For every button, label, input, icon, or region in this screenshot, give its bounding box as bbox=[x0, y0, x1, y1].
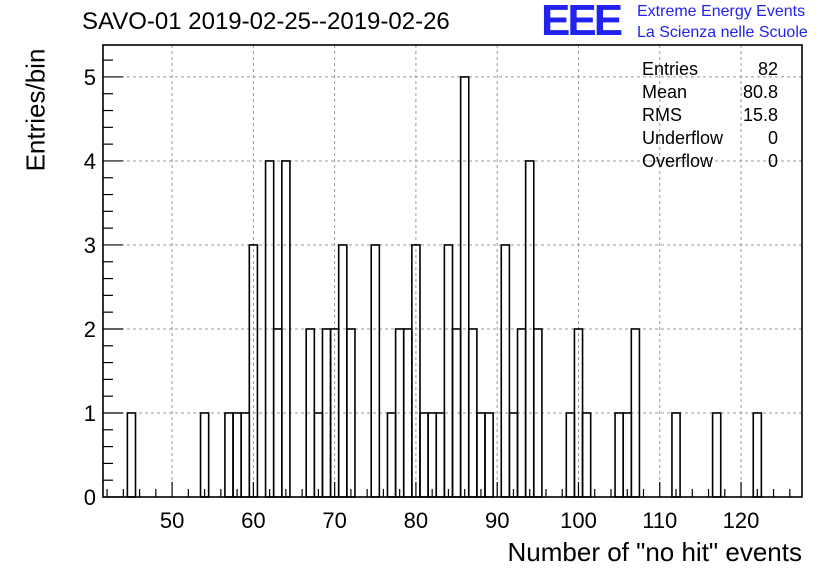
histogram-bar bbox=[427, 412, 438, 498]
histogram-bar bbox=[199, 412, 210, 498]
x-tick-label: 100 bbox=[560, 508, 597, 533]
histogram-bar bbox=[565, 412, 576, 498]
y-tick-label: 1 bbox=[84, 401, 96, 426]
stat-label-underflow: Underflow bbox=[642, 128, 724, 148]
x-tick-label: 60 bbox=[241, 508, 265, 533]
histogram-bar bbox=[419, 412, 429, 498]
x-tick-label: 70 bbox=[322, 508, 346, 533]
x-tick-label: 80 bbox=[404, 508, 428, 533]
histogram-bar bbox=[435, 412, 446, 498]
logo-line2: La Scienza nelle Scuole bbox=[637, 24, 808, 41]
stat-label-rms: RMS bbox=[642, 105, 682, 125]
histogram-bar bbox=[622, 412, 633, 498]
x-axis-label: Number of "no hit" events bbox=[507, 537, 803, 567]
histogram-bar bbox=[671, 412, 681, 498]
stat-value-entries: 82 bbox=[757, 59, 778, 79]
x-tick-label: 120 bbox=[723, 508, 760, 533]
histogram-bar bbox=[224, 412, 234, 498]
x-tick-label: 110 bbox=[642, 508, 677, 533]
stat-label-overflow: Overflow bbox=[642, 151, 714, 171]
stat-label-entries: Entries bbox=[642, 59, 699, 79]
histogram-bar bbox=[386, 412, 397, 498]
histogram-bar bbox=[500, 244, 511, 498]
stat-value-underflow: 0 bbox=[767, 128, 778, 148]
histogram-bar bbox=[126, 412, 137, 498]
histogram-bar bbox=[313, 412, 324, 498]
y-tick-label: 3 bbox=[84, 233, 96, 258]
histogram-bar bbox=[484, 412, 494, 498]
stat-value-overflow: 0 bbox=[767, 151, 778, 171]
histogram-bar bbox=[240, 412, 251, 498]
histogram-bar bbox=[752, 412, 763, 498]
logo-letters: EEE bbox=[541, 0, 623, 45]
plot-frame bbox=[102, 44, 803, 498]
stat-label-mean: Mean bbox=[642, 82, 688, 102]
y-tick-label: 5 bbox=[84, 65, 96, 90]
x-tick-label: 90 bbox=[485, 508, 509, 533]
histogram-bar bbox=[508, 412, 519, 498]
y-tick-label: 2 bbox=[84, 317, 96, 342]
histogram-bar bbox=[476, 412, 486, 498]
stat-value-rms: 15.8 bbox=[742, 105, 778, 125]
stat-value-mean: 80.8 bbox=[742, 82, 778, 102]
y-tick-label: 0 bbox=[84, 485, 96, 510]
histogram-bar bbox=[443, 244, 454, 498]
histogram-bar bbox=[711, 412, 722, 498]
histogram-bar bbox=[232, 412, 242, 498]
histogram-bar bbox=[581, 412, 592, 498]
y-tick-label: 4 bbox=[84, 149, 96, 174]
logo-line1: Extreme Energy Events bbox=[637, 3, 806, 20]
histogram-bar bbox=[370, 244, 381, 498]
histogram-bar bbox=[337, 244, 348, 498]
x-tick-label: 50 bbox=[160, 508, 184, 533]
histogram-bar bbox=[459, 76, 470, 498]
chart-title: SAVO-01 2019-02-25--2019-02-26 bbox=[82, 8, 450, 35]
histogram-bar bbox=[614, 412, 624, 498]
